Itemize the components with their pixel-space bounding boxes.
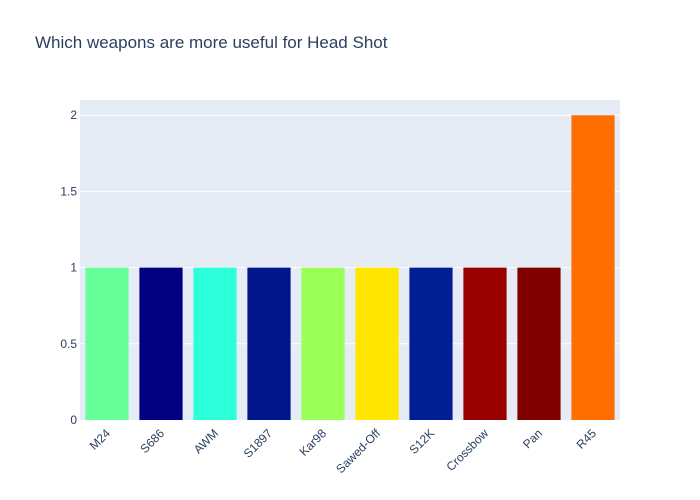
y-tick-label: 0.5 [60,337,77,351]
x-tick-label: S686 [137,426,167,456]
y-tick-label: 2 [70,108,77,122]
bar-awm[interactable] [193,267,237,420]
bar-s1897[interactable] [247,267,291,420]
bar-r45[interactable] [571,115,615,420]
x-tick-label: Pan [520,426,545,451]
y-tick-label: 1.5 [60,184,77,198]
x-tick-label: AWM [191,426,221,456]
y-tick-label: 0 [70,413,77,427]
x-tick-label: Crossbow [443,426,491,474]
bar-sawed-off[interactable] [355,267,399,420]
x-axis-ticks: M24 S686 AWM S1897 Kar98 Sawed-Off S12K Crossbo… [87,426,600,476]
bar-crossbow[interactable] [463,267,507,420]
x-tick-label: R45 [574,426,600,452]
bars [85,115,615,420]
bar-m24[interactable] [85,267,129,420]
bar-kar98[interactable] [301,267,345,420]
chart-title: Which weapons are more useful for Head S… [35,33,388,52]
bar-s12k[interactable] [409,267,453,420]
x-tick-label: Sawed-Off [333,426,383,476]
y-axis-ticks: 0 0.5 1 1.5 2 [60,108,77,427]
x-tick-label: Kar98 [297,426,330,459]
x-tick-label: S12K [406,426,437,457]
bar-s686[interactable] [139,267,183,420]
bar-pan[interactable] [517,267,561,420]
x-tick-label: S1897 [241,426,276,461]
x-tick-label: M24 [87,426,114,453]
y-tick-label: 1 [70,261,77,275]
